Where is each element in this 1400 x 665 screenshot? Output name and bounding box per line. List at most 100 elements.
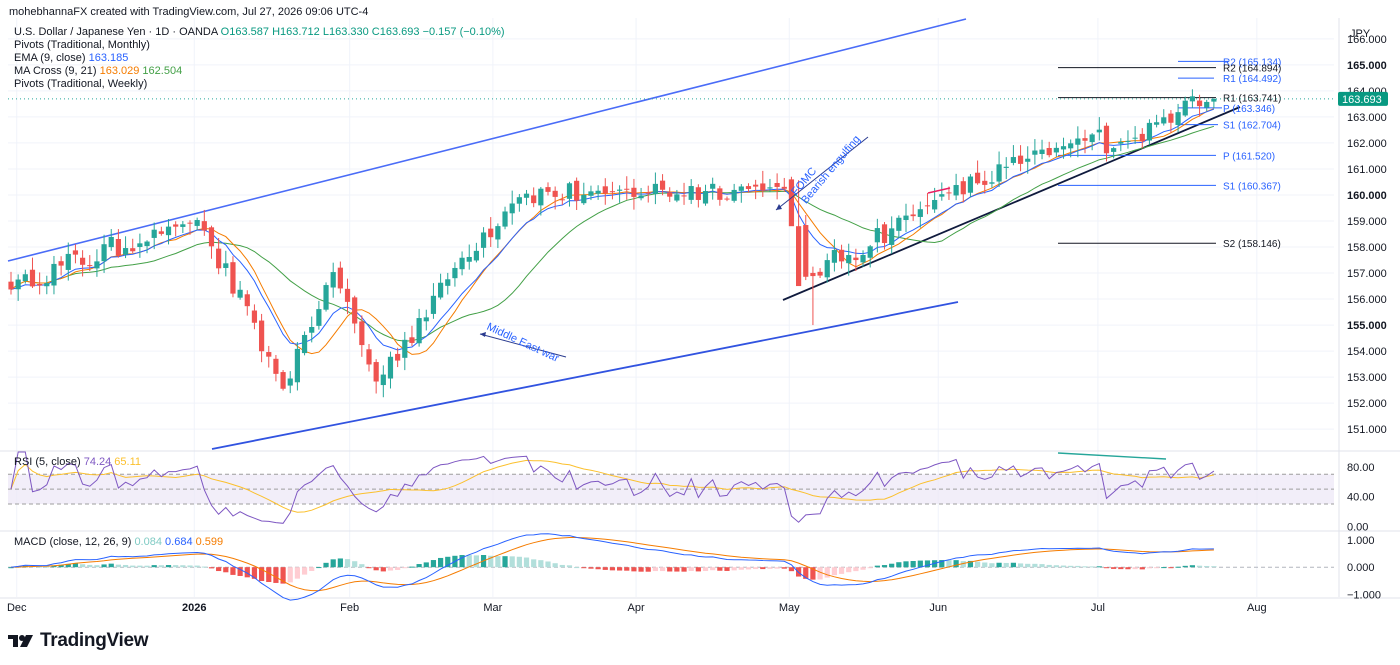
candle-body — [960, 181, 966, 195]
macd-pane — [8, 533, 1334, 601]
candle-body — [566, 183, 573, 199]
candle-body — [94, 261, 100, 269]
macd-histogram-bar — [681, 567, 687, 572]
ohlc-close: C163.693 — [371, 26, 420, 38]
candle-body — [781, 186, 787, 189]
tradingview-logo[interactable]: TradingView — [8, 630, 149, 652]
macd-histogram-bar — [967, 560, 974, 568]
candle-body — [423, 317, 429, 322]
macd-histogram-bar — [1139, 567, 1145, 570]
candle-body — [817, 271, 823, 276]
macd-histogram-bar — [810, 567, 816, 580]
fomc-annotation-text: FOMCBearish engulfing — [789, 125, 863, 206]
macd-histogram-bar — [387, 567, 394, 571]
macd-histogram-bar — [266, 567, 272, 583]
macd-histogram-bar — [423, 562, 429, 568]
candle-body — [380, 374, 386, 386]
candle-body — [896, 217, 902, 231]
price-tick: 162.000 — [1347, 138, 1387, 150]
macd-histogram-bar — [817, 567, 823, 580]
macd-legend[interactable]: MACD (close, 12, 26, 9) 0.084 0.684 0.59… — [14, 536, 223, 548]
macd-signal-line — [10, 537, 1214, 592]
candle-body — [1118, 141, 1124, 144]
time-tick: 2026 — [182, 602, 206, 614]
macd-histogram-bar — [101, 564, 107, 568]
macd-histogram-bar — [438, 557, 444, 568]
macd-histogram-bar — [344, 559, 351, 568]
pivot-label: S1 (162.704) — [1223, 121, 1281, 132]
candle-body — [15, 279, 21, 290]
macd-histogram-bar — [860, 567, 866, 570]
candle-body — [65, 253, 71, 270]
candle-body — [982, 180, 988, 185]
macd-histogram-bar — [595, 567, 601, 570]
candle-body — [158, 231, 164, 234]
macd-histogram-bar — [781, 567, 787, 569]
candle-body — [87, 265, 93, 267]
indicator-value: 163.029 — [99, 65, 140, 77]
ohlc-open: O163.587 — [220, 26, 269, 38]
candle-body — [366, 349, 372, 365]
macd-histogram-bar — [230, 567, 236, 575]
candle-body — [1103, 125, 1110, 154]
macd-histogram-bar — [208, 567, 215, 569]
candle-body — [588, 191, 594, 196]
candle-body — [975, 172, 981, 184]
macd-histogram-bar — [1204, 565, 1210, 568]
macd-histogram-bar — [409, 566, 415, 568]
candle-body — [344, 288, 351, 302]
candle-body — [273, 358, 279, 374]
macd-histogram-bar — [867, 567, 873, 569]
macd-histogram-bar — [731, 567, 737, 571]
macd-histogram-bar — [144, 565, 150, 568]
candle-body — [29, 269, 36, 287]
rsi-value: 74.24 — [83, 456, 112, 468]
candle-body — [531, 195, 537, 204]
macd-histogram-bar — [1053, 565, 1059, 568]
macd-histogram-bar — [359, 564, 365, 568]
indicator-legend-ema[interactable]: EMA (9, close) 163.185 — [14, 52, 128, 64]
candle-body — [337, 267, 343, 289]
macd-histogram-bar — [466, 555, 472, 568]
macd-histogram-bar — [445, 556, 451, 568]
pivot-label: R2 (164.894) — [1223, 64, 1281, 75]
symbol-header[interactable]: U.S. Dollar / Japanese Yen · 1D · OANDA … — [14, 26, 505, 38]
macd-histogram-bar — [430, 560, 437, 568]
candle-body — [1161, 117, 1167, 124]
candle-body — [552, 190, 558, 197]
candle-body — [301, 334, 308, 354]
indicator-legend-ma-cross[interactable]: MA Cross (9, 21) 163.029 162.504 — [14, 65, 182, 77]
time-tick: Jul — [1091, 602, 1105, 614]
candle-body — [108, 236, 114, 248]
ohlc-low: L163.330 — [322, 26, 369, 38]
candle-body — [1082, 138, 1088, 141]
candle-body — [523, 193, 530, 198]
candle-body — [688, 186, 694, 200]
candle-body — [1096, 129, 1102, 133]
indicator-label: EMA (9, close) — [14, 52, 86, 64]
candle-body — [702, 191, 709, 204]
candle-body — [1175, 112, 1181, 125]
indicator-legend-pivots-weekly[interactable]: Pivots (Traditional, Weekly) — [14, 78, 147, 90]
rsi-line — [10, 451, 1215, 524]
time-tick: May — [779, 602, 800, 614]
macd-histogram-bar — [309, 567, 315, 571]
moving-averages — [10, 108, 1215, 355]
indicator-legend-pivots-monthly[interactable]: Pivots (Traditional, Monthly) — [14, 39, 150, 51]
candle-body — [473, 250, 479, 261]
macd-histogram-bar — [1046, 564, 1052, 568]
macd-histogram-bar — [538, 560, 544, 568]
candle-body — [595, 190, 601, 194]
candle-body — [280, 372, 286, 389]
macd-histogram-bar — [1175, 566, 1181, 568]
rsi-legend[interactable]: RSI (5, close) 74.24 65.11 — [14, 456, 141, 468]
candle-body — [495, 226, 501, 240]
candle-body — [989, 182, 995, 184]
macd-histogram-bar — [531, 559, 537, 568]
macd-histogram-bar — [924, 560, 931, 568]
candle-body — [395, 353, 401, 361]
symbol-title: U.S. Dollar / Japanese Yen · 1D · OANDA — [14, 26, 218, 38]
candle-body — [51, 263, 57, 286]
candle-body — [430, 295, 437, 314]
